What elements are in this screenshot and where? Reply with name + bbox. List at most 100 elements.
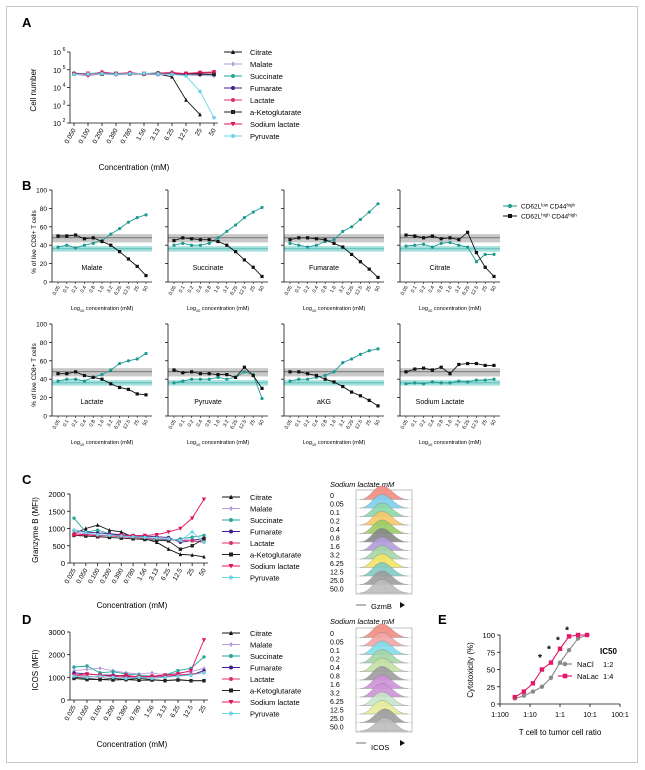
panel-c-point [143,535,147,540]
panel-b-black-point [109,382,113,386]
panel-b-black-point [376,275,380,279]
panel-c-point [178,552,183,557]
panel-b-xtick-label: 0.1 [410,285,419,294]
panel-letter-b: B [22,178,31,193]
panel-c-legend-label: Fumarate [250,528,282,537]
panel-e-xtick-label: 100:1 [611,712,629,719]
panel-c-hist-curve [359,562,409,577]
panel-b-ytick-label: 40 [40,243,48,250]
panel-b-teal-point [297,377,301,381]
panel-b-black-point [358,260,362,264]
panel-d-point [150,670,154,675]
panel-b-black-point [56,234,60,238]
panel-c-hist-label: 0 [330,493,334,500]
panel-a-ytick-label: 10 [53,68,61,75]
panel-c-point [166,539,171,543]
panel-b-black-point [492,363,496,367]
panel-c-ytick-label: 2000 [48,490,65,499]
panel-b-black-line [290,371,379,407]
panel-b-xtick-label: 0.2 [419,285,428,294]
panel-d-xtick-label: 25 [198,704,208,714]
panel-d-point [137,678,141,682]
panel-c-hist-label: 50.0 [330,587,344,594]
panel-b-xtick-label: 1.6 [329,419,338,428]
panel-a-point [212,115,216,120]
panel-e-point [539,667,545,672]
panel-d-hist-label: 0.4 [330,665,340,672]
panel-b-teal-point [457,243,461,247]
panel-d-point [189,673,193,677]
panel-d-legend-label: Malate [250,641,273,650]
panel-a-point [86,72,90,76]
panel-c-hist-title: Sodium lactate mM [330,480,395,489]
panel-c-hist-curve [359,494,409,509]
panel-b-teal-point [492,252,496,256]
panel-b-xtick-label: 0.05 [52,285,62,297]
panel-b-xtick-label: 12.5 [122,285,132,297]
panel-a-legend-marker [231,74,235,78]
panel-d-point [202,655,206,659]
panel-a-xtick-label: 0.390 [106,127,120,145]
panel-d-point [124,676,128,681]
panel-a-ylabel: Cell number [29,68,38,111]
panel-b-subplot-title: Succinate [193,265,224,272]
panel-b-subplot-title: Lactate [81,399,104,406]
panel-d-hist-curve [359,649,409,664]
panel-b-xtick-label: 0.05 [52,419,62,431]
panel-c-ytick-label: 1500 [48,507,65,516]
panel-e-point [566,634,572,639]
panel-e-point [539,684,545,689]
panel-b-subplot-title: Citrate [430,265,451,272]
panel-b-black-point [56,372,60,376]
panel-b-subplot-title: Fumarate [309,265,339,272]
panel-b-black-point [306,372,310,376]
panel-b-xtick-label: 0.05 [168,285,178,297]
panel-b-xtick-label: 0.8 [436,419,445,428]
panel-b-teal-point [474,260,478,264]
panel-b-xtick-label: 0.2 [71,285,80,294]
panel-b-teal-point [430,245,434,249]
panel-b-teal-point [341,229,345,233]
panel-b-xtick-label: 3.2 [454,419,463,428]
panel-e-ytick-label: 100 [482,631,495,640]
panel-d-legend-marker [229,642,233,647]
panel-b-xtick-label: 0.05 [168,419,178,431]
panel-d-point [189,679,193,683]
panel-a-point [170,72,174,77]
panel-b-teal-point [216,375,220,379]
panel-b-xtick-label: 0.1 [410,419,419,428]
panel-b-black-point [404,233,408,237]
panel-a-point [184,97,188,102]
panel-a-point [184,74,188,78]
panel-d-point [202,679,206,683]
panel-b-xtick-label: 3.2 [454,285,463,294]
panel-b-black-point [181,371,185,375]
panel-c-hist-label: 0.05 [330,502,344,509]
panel-b-xtick-label: 1.6 [97,419,106,428]
panel-d-hist-curve [359,666,409,681]
panel-b-teal-point [242,216,246,220]
panel-b-ytick-label: 80 [40,340,48,347]
panel-d-point [176,668,180,673]
panel-b-black-band [52,368,152,377]
panel-b-black-point [404,370,408,374]
panel-b-black-point [297,236,301,240]
panel-b-xtick-label: 3.2 [106,419,115,428]
panel-d-series-line [73,639,205,678]
panel-b-teal-point [234,223,238,227]
panel-a-legend-label: Pyruvate [250,132,280,141]
panel-b-black-point [323,238,327,242]
panel-a-point [114,72,118,76]
panel-b-teal-point [350,357,354,361]
panel-b-teal-point [260,205,264,210]
panel-a-xlabel: Concentration (mM) [99,163,170,172]
panel-d-point [202,671,206,675]
panel-b-xtick-label: 0.8 [88,419,97,428]
panel-b-black-point [126,387,130,391]
panel-b-ytick-label: 100 [36,188,47,195]
panel-d-xtick-label: 0.100 [90,704,104,722]
panel-b-black-point [100,377,104,381]
panel-b-black-point [242,258,246,262]
panel-letter-e: E [438,612,447,627]
panel-b-teal-point [82,379,86,383]
